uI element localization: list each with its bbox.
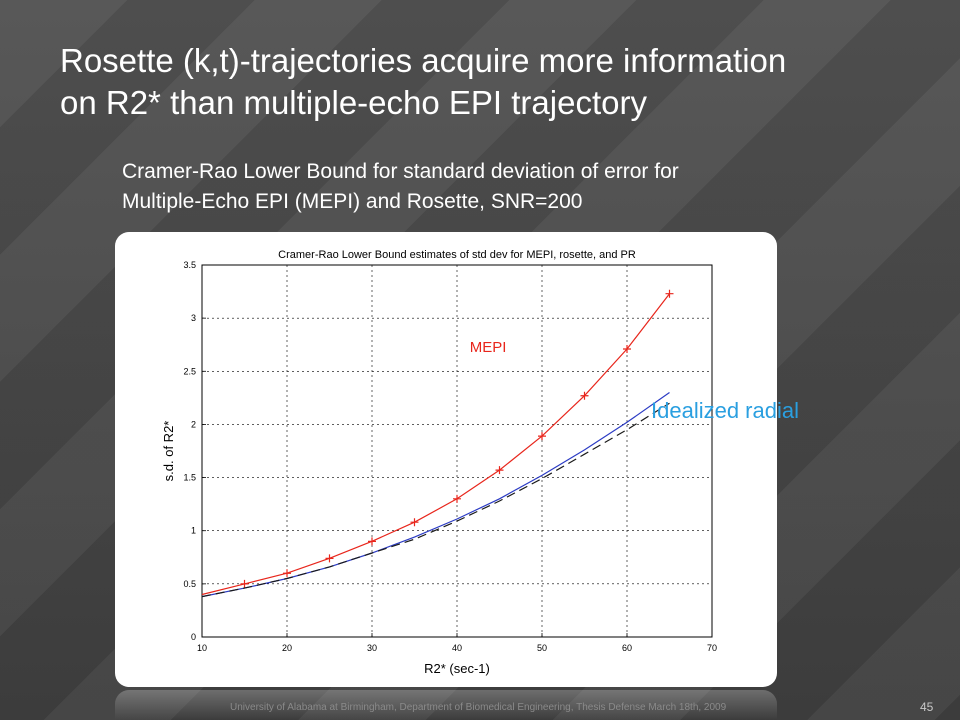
- crlb-chart: Cramer-Rao Lower Bound estimates of std …: [161, 249, 717, 676]
- x-tick-label: 10: [197, 643, 207, 653]
- y-tick-label: 1: [191, 526, 196, 536]
- idealized-radial-annotation: Idealized radial: [651, 398, 799, 423]
- slide-footer: University of Alabama at Birmingham, Dep…: [230, 702, 727, 713]
- series-marker-0: [623, 344, 631, 353]
- mepi-annotation: MEPI: [470, 339, 507, 356]
- x-axis-label: R2* (sec-1): [424, 661, 490, 676]
- y-tick-label: 2.5: [183, 366, 196, 376]
- figure-card: Cramer-Rao Lower Bound estimates of std …: [115, 232, 777, 687]
- x-tick-label: 40: [452, 643, 462, 653]
- y-tick-label: 3: [191, 313, 196, 323]
- y-tick-label: 3.5: [183, 260, 196, 270]
- y-tick-label: 1.5: [183, 473, 196, 483]
- chart-title: Cramer-Rao Lower Bound estimates of std …: [278, 249, 636, 261]
- y-axis-label: s.d. of R2*: [161, 421, 176, 482]
- figure-reflection: [115, 690, 777, 720]
- series-line-0: [201, 293, 670, 596]
- series-marker-0: [538, 432, 546, 441]
- series-marker-0: [453, 494, 461, 503]
- x-tick-label: 30: [367, 643, 377, 653]
- y-tick-label: 0: [191, 632, 196, 642]
- series-line-2: [201, 402, 670, 598]
- series-marker-0: [325, 554, 334, 563]
- x-tick-label: 50: [537, 643, 547, 653]
- plot-frame: [201, 264, 713, 638]
- y-tick-label: 2: [191, 419, 196, 429]
- slide-title: Rosette (k,t)-trajectories acquire more …: [60, 42, 787, 121]
- series-marker-0: [283, 569, 291, 578]
- x-tick-label: 70: [707, 643, 717, 653]
- series-marker-0: [580, 391, 589, 400]
- series-marker-0: [410, 518, 419, 527]
- series-marker-0: [368, 537, 376, 546]
- series-marker-0: [240, 579, 249, 588]
- slide-subtitle: Cramer-Rao Lower Bound for standard devi…: [122, 160, 679, 213]
- x-tick-label: 20: [282, 643, 292, 653]
- y-tick-label: 0.5: [183, 579, 196, 589]
- series-marker-0: [495, 466, 504, 475]
- x-tick-label: 60: [622, 643, 632, 653]
- series-marker-0: [665, 289, 674, 298]
- series-line-1: [201, 392, 670, 598]
- page-number: 45: [920, 700, 934, 714]
